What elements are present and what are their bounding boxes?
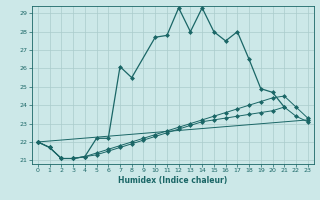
X-axis label: Humidex (Indice chaleur): Humidex (Indice chaleur)	[118, 176, 228, 185]
